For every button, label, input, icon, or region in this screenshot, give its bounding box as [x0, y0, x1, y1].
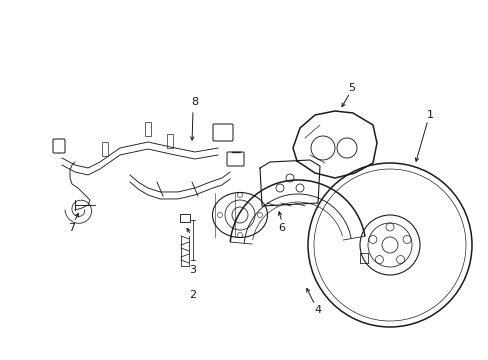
Bar: [145, 122, 151, 136]
Text: 2: 2: [189, 290, 196, 300]
Text: 3: 3: [189, 265, 196, 275]
Bar: [102, 142, 108, 156]
Text: 5: 5: [348, 83, 355, 93]
Text: 4: 4: [314, 305, 321, 315]
Text: 7: 7: [68, 223, 76, 233]
Text: 6: 6: [278, 223, 285, 233]
Text: 8: 8: [191, 97, 198, 107]
Bar: [167, 134, 173, 148]
Text: 1: 1: [426, 110, 433, 120]
